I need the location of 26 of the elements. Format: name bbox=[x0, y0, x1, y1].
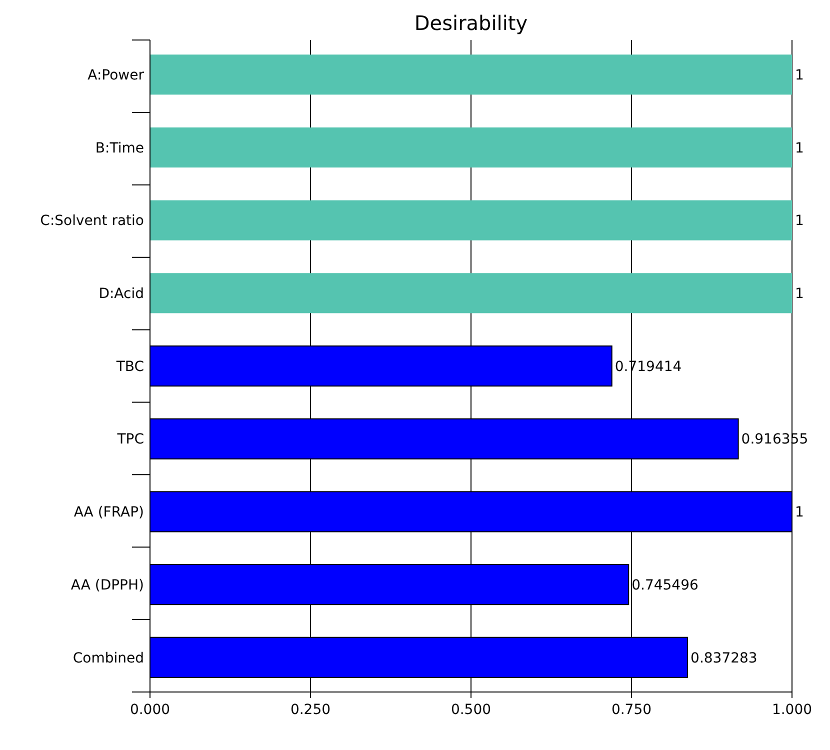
chart-title: Desirability bbox=[414, 11, 528, 35]
x-tick-label: 0.000 bbox=[130, 702, 170, 718]
data-label: 1 bbox=[795, 68, 804, 84]
y-tick-label: A:Power bbox=[88, 68, 144, 84]
y-tick-label: C:Solvent ratio bbox=[40, 213, 144, 230]
x-tick-label: 0.750 bbox=[611, 702, 652, 718]
y-tick-label: TPC bbox=[116, 432, 144, 448]
data-label: 1 bbox=[795, 140, 804, 156]
y-tick-label: D:Acid bbox=[98, 286, 144, 302]
data-label: 0.745496 bbox=[632, 577, 698, 594]
y-tick-label: TBC bbox=[115, 358, 144, 375]
y-tick-label: AA (DPPH) bbox=[70, 577, 144, 594]
y-tick-label: B:Time bbox=[95, 140, 144, 156]
bar bbox=[150, 200, 792, 240]
x-tick-label: 1.000 bbox=[772, 702, 812, 718]
data-label: 1 bbox=[795, 504, 804, 521]
bar bbox=[150, 127, 792, 168]
x-tick-label: 0.500 bbox=[450, 702, 492, 718]
bar bbox=[150, 54, 792, 95]
data-label: 1 bbox=[795, 213, 804, 230]
bar bbox=[150, 273, 792, 314]
y-tick-label: Combined bbox=[72, 650, 144, 666]
x-tick-label: 0.250 bbox=[290, 702, 331, 718]
data-label: 0.837283 bbox=[690, 650, 758, 666]
data-label: 1 bbox=[795, 286, 804, 302]
y-tick-label: AA (FRAP) bbox=[74, 504, 144, 521]
